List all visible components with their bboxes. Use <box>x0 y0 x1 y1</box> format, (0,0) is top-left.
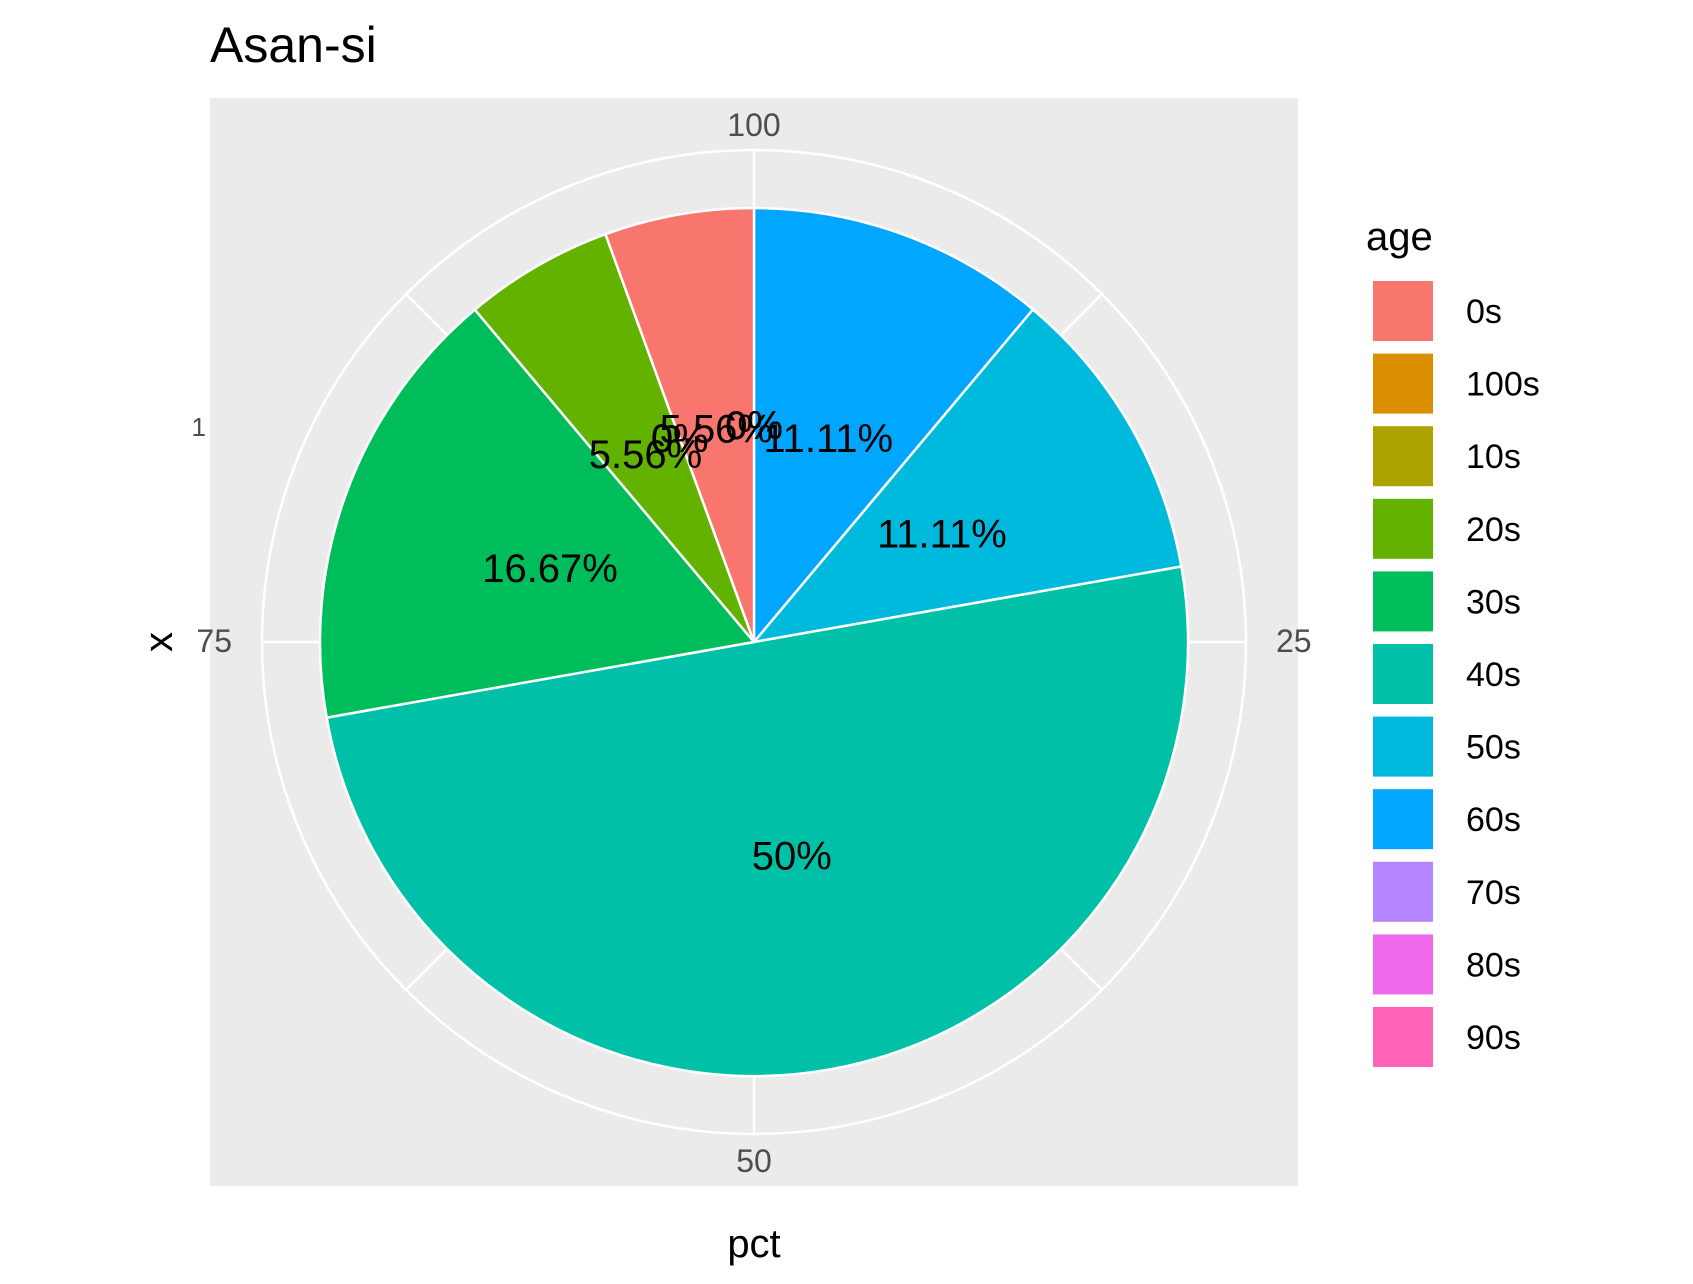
legend-label: 40s <box>1466 656 1521 694</box>
legend-label: 60s <box>1466 801 1521 839</box>
legend-label: 0s <box>1466 293 1502 331</box>
legend-label: 80s <box>1466 946 1521 984</box>
x-axis-title: pct <box>727 1222 780 1266</box>
legend-key <box>1371 496 1435 561</box>
legend-key <box>1371 351 1435 416</box>
slice-label: 0% <box>725 404 783 448</box>
legend-label: 50s <box>1466 729 1521 767</box>
legend-title: age <box>1366 215 1433 259</box>
slice-label: 0% <box>651 417 709 461</box>
angle-tick-label: 50 <box>736 1143 772 1179</box>
legend-key <box>1371 859 1435 924</box>
angle-tick-labels: 100 25 50 75 <box>196 107 1311 1179</box>
pie-slices <box>318 206 1190 1078</box>
slice-labels: 0%0%0%11.11%11.11%50%16.67%5.56%0%0%5.56… <box>482 404 1007 879</box>
slice-label: 16.67% <box>482 547 618 591</box>
pie-slice <box>318 307 757 720</box>
legend-key <box>1371 569 1435 634</box>
angle-tick-label: 25 <box>1276 623 1312 659</box>
slice-label: 0% <box>725 404 783 448</box>
slice-label: 11.11% <box>877 512 1007 556</box>
pie-slice <box>473 232 756 643</box>
angle-tick-label: 75 <box>196 623 232 659</box>
legend-key <box>1371 642 1435 706</box>
y-tick-label: 1 <box>192 412 206 442</box>
legend-label: 90s <box>1466 1019 1521 1057</box>
pie-slice <box>750 307 1183 644</box>
angle-tick-label: 100 <box>727 107 780 143</box>
pie-slice <box>752 206 1035 646</box>
slice-label: 0% <box>725 404 783 448</box>
legend: 0s 100s 10s 20s 30s 40s 50s 60s 70s 80s 90s <box>1371 279 1540 1069</box>
slice-label: 5.56% <box>589 433 702 477</box>
chart-title: Asan-si <box>210 17 377 73</box>
slice-label: 5.56% <box>660 407 773 451</box>
legend-key <box>1371 1005 1435 1069</box>
legend-key <box>1371 279 1435 343</box>
pie-slice <box>325 565 1190 1078</box>
y-axis-title: x <box>137 632 181 652</box>
legend-label: 10s <box>1466 438 1521 476</box>
legend-key <box>1371 932 1435 997</box>
slice-label: 11.11% <box>763 417 893 461</box>
legend-key <box>1371 714 1435 779</box>
legend-key <box>1371 787 1435 852</box>
legend-label: 70s <box>1466 874 1521 912</box>
legend-label: 100s <box>1466 366 1540 404</box>
pie-slice <box>603 206 756 643</box>
legend-key <box>1371 424 1435 489</box>
slice-label: 50% <box>752 835 832 879</box>
legend-label: 30s <box>1466 583 1521 621</box>
legend-label: 20s <box>1466 511 1521 549</box>
slice-label: 0% <box>651 417 709 461</box>
